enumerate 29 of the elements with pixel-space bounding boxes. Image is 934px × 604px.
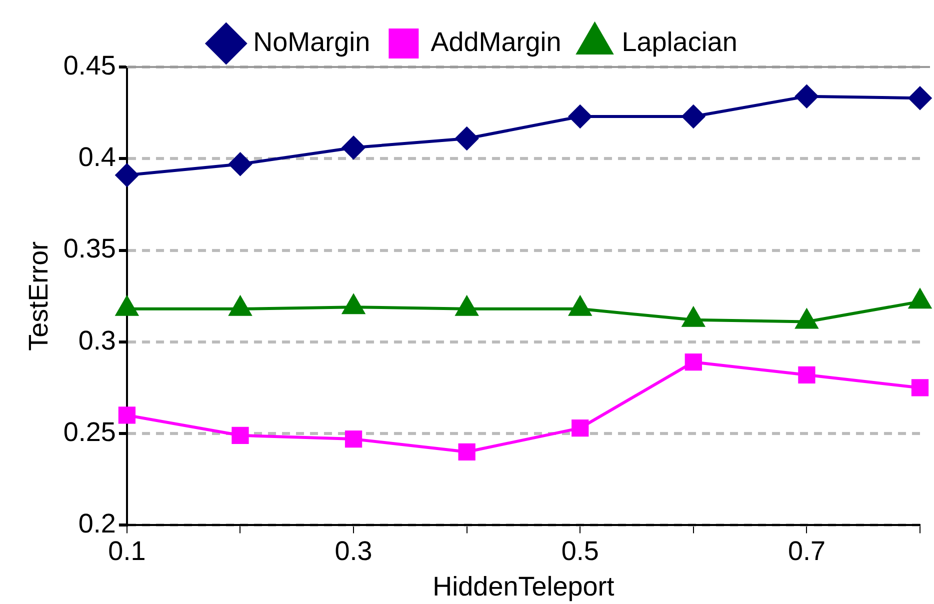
x-axis-title: HiddenTeleport — [432, 571, 615, 602]
point — [568, 104, 592, 128]
y-axis-title: TestError — [24, 241, 54, 351]
point — [342, 136, 366, 160]
point — [908, 86, 932, 110]
x-tick-label: 0.3 — [334, 536, 372, 566]
y-tick-label: 0.25 — [63, 417, 116, 448]
y-tick-label: 0.35 — [63, 234, 116, 264]
point — [572, 419, 589, 437]
point — [795, 84, 818, 108]
point — [232, 426, 249, 444]
point — [911, 379, 929, 396]
x-tick-label: 0.7 — [788, 536, 826, 566]
point — [684, 354, 702, 371]
point — [458, 443, 476, 460]
point — [115, 164, 138, 187]
point — [682, 104, 705, 128]
point — [455, 126, 478, 150]
point — [798, 366, 816, 384]
legend-label: AddMargin — [430, 26, 562, 57]
point — [118, 406, 136, 424]
point — [344, 430, 362, 448]
y-tick-label: 0.3 — [78, 325, 116, 356]
x-tick-label: 0.5 — [561, 536, 599, 566]
y-tick-label: 0.4 — [78, 142, 116, 172]
legend-label: NoMargin — [253, 26, 370, 57]
point — [228, 152, 252, 176]
legend-label: Laplacian — [622, 26, 738, 57]
y-tick-label: 0.45 — [63, 50, 116, 80]
